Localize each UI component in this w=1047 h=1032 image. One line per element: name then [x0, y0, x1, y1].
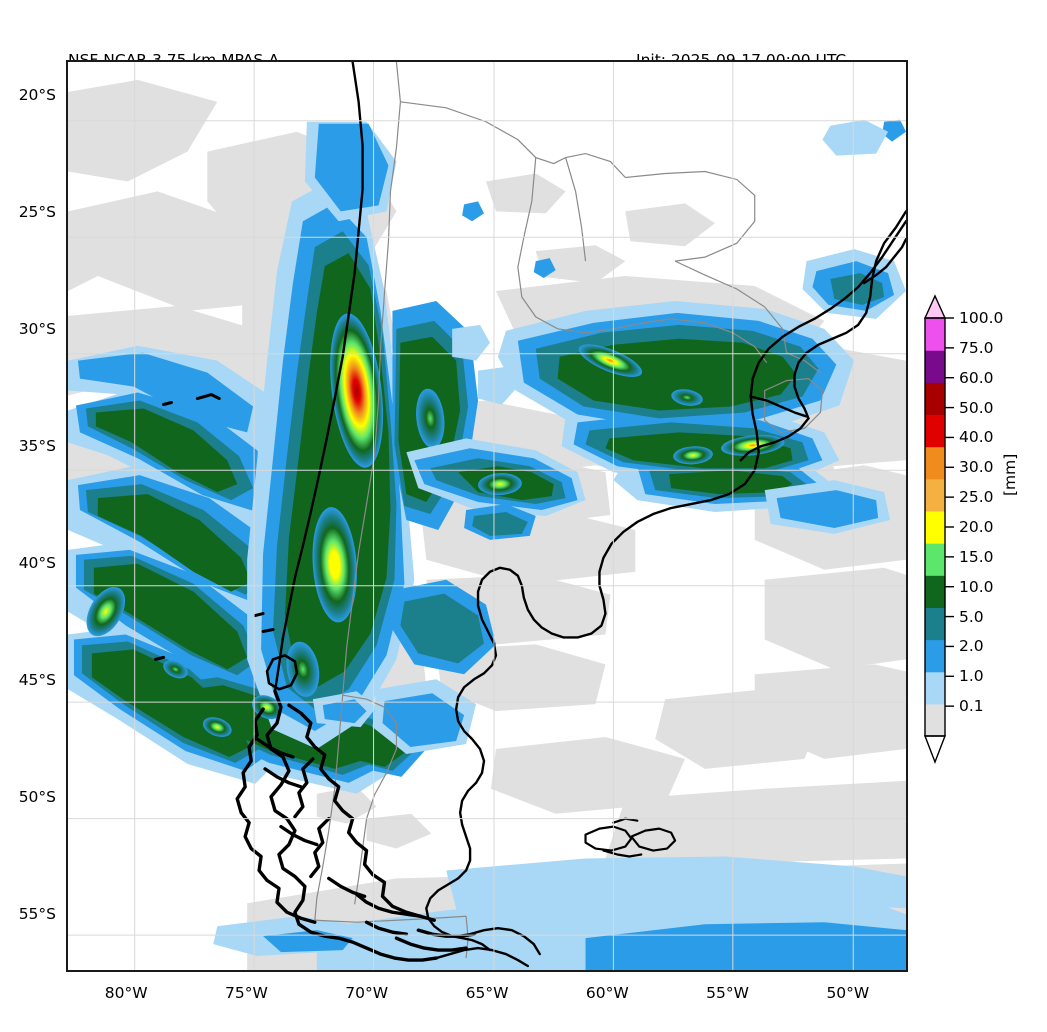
- colorbar-label-5.0: 5.0: [959, 607, 984, 626]
- colorbar-label-15.0: 15.0: [959, 547, 994, 566]
- colorbar-label-100.0: 100.0: [959, 309, 1004, 327]
- colorbar-band-30.0-40.0: [925, 446, 945, 480]
- colorbar-label-25.0: 25.0: [959, 488, 994, 507]
- latitude-axis: 20°S 25°S 30°S 35°S 40°S 45°S 50°S 55°S: [0, 0, 66, 1032]
- latitude-tick-0: 20°S: [18, 86, 56, 105]
- longitude-tick-3: 65°W: [465, 984, 509, 1002]
- map-canvas: [68, 62, 906, 970]
- latitude-tick-2: 30°S: [18, 319, 56, 338]
- colorbar-label-50.0: 50.0: [959, 398, 994, 417]
- longitude-tick-5: 55°W: [706, 984, 749, 1002]
- colorbar-label-75.0: 75.0: [959, 338, 994, 357]
- colorbar-svg: [923, 294, 954, 764]
- graticule: [68, 62, 906, 970]
- latitude-tick-5: 45°S: [18, 670, 56, 689]
- colorbar-label-20.0: 20.0: [959, 518, 994, 536]
- colorbar-band-15.0-20.0: [925, 543, 945, 576]
- colorbar-band-5.0-10.0: [925, 607, 945, 641]
- colorbar-band-40.0-50.0: [925, 414, 945, 448]
- colorbar-band-0.1-1.0: [925, 703, 945, 737]
- longitude-tick-6: 50°W: [826, 984, 870, 1002]
- latitude-tick-6: 50°S: [18, 787, 56, 806]
- colorbar-label-30.0: 30.0: [959, 458, 994, 477]
- colorbar-band-60.0-75.0: [925, 350, 945, 383]
- latitude-tick-4: 40°S: [18, 553, 56, 572]
- colorbar-label-10.0: 10.0: [959, 577, 994, 596]
- colorbar-unit-label: [mm]: [1001, 453, 1019, 496]
- colorbar-label-1.0: 1.0: [959, 667, 984, 686]
- colorbar-band-2.0-5.0: [925, 639, 945, 673]
- latitude-tick-1: 25°S: [18, 203, 56, 221]
- longitude-tick-4: 60°W: [585, 984, 629, 1002]
- colorbar-band-50.0-60.0: [925, 382, 945, 416]
- colorbar-label-40.0: 40.0: [959, 428, 994, 447]
- latitude-tick-3: 35°S: [18, 436, 56, 455]
- precip-northeast-system: [452, 119, 906, 534]
- colorbar-band-1.0-2.0: [925, 671, 945, 705]
- colorbar[interactable]: 100.0 75.0 60.0 50.0 40.0 30.0 25.0 20.0 15.0 10.…: [921, 292, 1047, 772]
- colorbar-band-25.0-30.0: [925, 478, 945, 512]
- latitude-tick-7: 55°S: [18, 904, 56, 923]
- longitude-tick-2: 70°W: [345, 984, 389, 1002]
- coastline: [154, 62, 906, 968]
- longitude-tick-0: 80°W: [104, 984, 148, 1002]
- colorbar-band-20.0-25.0: [925, 510, 945, 544]
- country-borders: [314, 62, 824, 959]
- precip-pacific-bands: [68, 345, 427, 794]
- colorbar-label-0.1: 0.1: [959, 697, 984, 716]
- colorbar-label-60.0: 60.0: [959, 368, 994, 387]
- precip-central-argentina: [406, 438, 586, 540]
- map-plot-area[interactable]: [66, 60, 908, 972]
- longitude-tick-1: 75°W: [225, 984, 268, 1002]
- colorbar-label-2.0: 2.0: [959, 637, 984, 656]
- colorbar-band-10.0-15.0: [925, 575, 945, 608]
- precipitation-map: [68, 62, 906, 970]
- colorbar-band-75.0-100.0: [925, 318, 945, 351]
